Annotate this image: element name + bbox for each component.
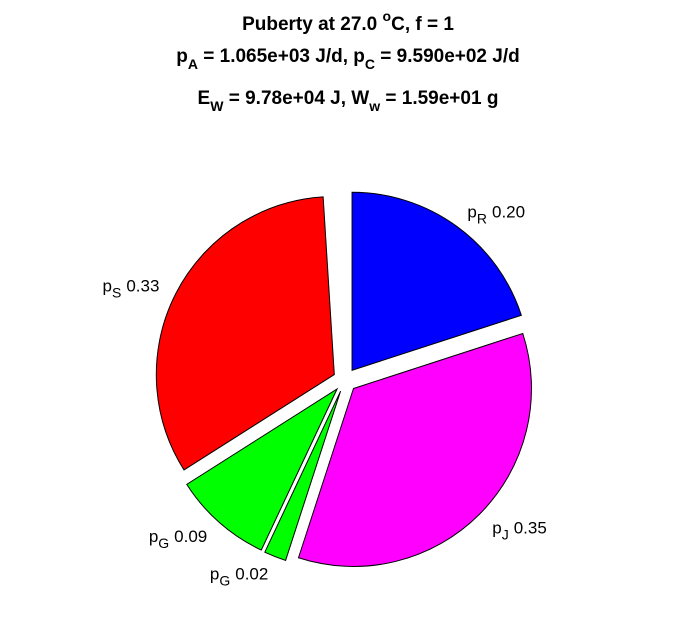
label-subscript: R bbox=[477, 211, 487, 227]
label-symbol: p bbox=[492, 518, 501, 537]
label-value: 0.33 bbox=[126, 276, 159, 295]
slice-label: pG 0.02 bbox=[210, 565, 268, 589]
label-subscript: G bbox=[219, 573, 230, 589]
pie-slice bbox=[264, 390, 342, 562]
label-subscript: J bbox=[502, 526, 509, 542]
label-subscript: G bbox=[158, 535, 169, 551]
label-symbol: p bbox=[149, 527, 158, 546]
pie-slice bbox=[186, 387, 339, 551]
label-symbol: p bbox=[210, 565, 219, 584]
slice-label: pS 0.33 bbox=[103, 276, 160, 300]
label-symbol: p bbox=[467, 203, 476, 222]
pie-slice bbox=[297, 332, 532, 567]
label-symbol: p bbox=[103, 276, 112, 295]
title-line: pA = 1.065e+03 J/d, pC = 9.590e+02 J/d bbox=[176, 46, 519, 72]
label-value: 0.02 bbox=[235, 565, 268, 584]
pie-slice bbox=[351, 191, 522, 371]
title-line: Puberty at 27.0 oC, f = 1 bbox=[242, 8, 454, 35]
slice-label: pR 0.20 bbox=[467, 203, 525, 227]
title-line: EW = 9.78e+04 J, Ww = 1.59e+01 g bbox=[198, 88, 499, 114]
label-value: 0.35 bbox=[514, 518, 547, 537]
label-value: 0.20 bbox=[492, 203, 525, 222]
slice-label: pJ 0.35 bbox=[492, 518, 547, 542]
label-value: 0.09 bbox=[174, 527, 207, 546]
pie-slice bbox=[155, 196, 335, 471]
label-subscript: S bbox=[112, 284, 121, 300]
slice-label: pG 0.09 bbox=[149, 527, 207, 551]
